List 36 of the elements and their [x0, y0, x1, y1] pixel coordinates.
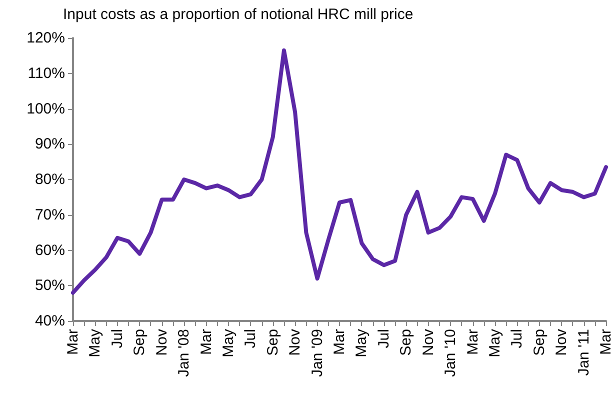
x-tick-label: Nov [553, 328, 570, 356]
x-tick-label: May [486, 328, 504, 358]
x-tick-label: Jan '08 [176, 329, 193, 377]
y-tick-label: 110% [28, 64, 65, 82]
x-tick-label: Mar [598, 329, 614, 355]
y-tick-label: 70% [34, 206, 65, 224]
x-tick-label: Mar [198, 329, 215, 355]
x-tick-label: Nov [153, 328, 170, 356]
x-tick-label: Jan '09 [308, 329, 326, 377]
y-tick-label: 40% [34, 312, 65, 330]
y-tick-label: 100% [26, 100, 65, 118]
x-tick-label: Jul [375, 329, 392, 348]
y-tick-label: 50% [34, 277, 65, 294]
x-tick-label: Jan '11 [575, 329, 592, 376]
x-tick-label: Jan '10 [442, 329, 460, 377]
x-tick-label: Mar [464, 329, 482, 355]
x-tick-label: Nov [420, 328, 437, 356]
line-series [71, 48, 608, 295]
x-tick-label: Sep [131, 329, 148, 356]
x-tick-label: Sep [264, 329, 282, 356]
x-tick-label: Jul [108, 329, 126, 348]
x-tick-label: Jul [242, 329, 260, 348]
y-tick-label: 120% [26, 30, 65, 46]
x-tick-label: Nov [286, 328, 304, 356]
y-tick-label: 60% [34, 242, 65, 259]
x-tick-label: Mar [64, 329, 82, 355]
y-tick-label: 90% [34, 136, 65, 153]
x-tick-label: May [353, 328, 370, 358]
x-tick-label: Sep [398, 329, 415, 356]
chart-title: Input costs as a proportion of notional HRC mill price [63, 6, 414, 23]
x-tick-label: May [86, 328, 104, 358]
x-tick-label: Jul [508, 329, 526, 348]
y-tick-label: 80% [34, 171, 65, 188]
x-tick-label: Mar [331, 329, 348, 355]
x-tick-label: Sep [530, 329, 548, 356]
x-tick-label: May [220, 328, 237, 358]
